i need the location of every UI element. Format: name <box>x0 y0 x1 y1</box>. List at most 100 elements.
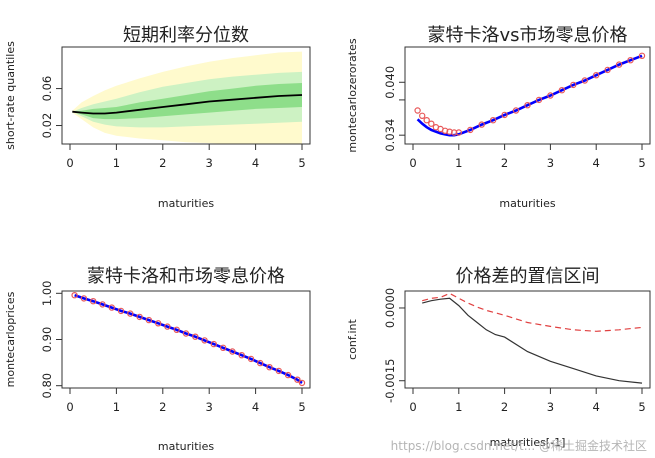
x-tick-label: 4 <box>252 156 259 170</box>
x-tick-label: 2 <box>159 400 166 414</box>
chart-4: 0 1 2 3 4 5 0.0000 -0.0015 价格差的置信区间 maturities[-1… <box>346 266 651 449</box>
point-market <box>219 344 227 351</box>
point-market <box>182 330 190 337</box>
point-market <box>284 371 292 379</box>
x-axis-title: maturities <box>158 440 214 453</box>
chart-2: 0 1 2 3 4 5 0.034 0.040 蒙特卡洛vs市场零息价格 maturities mo… <box>346 25 651 210</box>
point-market <box>210 340 217 348</box>
point-market <box>136 313 143 321</box>
point-market <box>524 101 531 109</box>
point-market <box>570 81 577 89</box>
x-tick-label: 1 <box>455 156 462 170</box>
point-market <box>581 77 589 84</box>
point-market <box>455 129 462 136</box>
point-market <box>99 301 106 308</box>
point-market <box>419 112 426 120</box>
y-tick-label: 0.02 <box>40 113 54 139</box>
line-lower-bound <box>422 297 643 384</box>
point-market <box>257 359 264 367</box>
point-market <box>604 66 611 74</box>
series-market <box>71 292 306 387</box>
chart-title: 蒙特卡洛vs市场零息价格 <box>427 25 627 46</box>
point-market <box>423 116 430 124</box>
point-market <box>547 92 554 99</box>
x-tick-label: 3 <box>206 400 213 414</box>
point-market <box>467 126 474 134</box>
chart-3: 0 1 2 3 4 5 0.80 0.90 1.00 蒙特卡洛和市场零息价格 maturities m… <box>4 266 311 453</box>
point-market <box>117 307 125 315</box>
point-market <box>501 111 508 119</box>
line-upper-bound <box>422 292 643 332</box>
plot-frame <box>61 46 311 145</box>
watermark: https://blog.csdn.net/t... @稀土掘金技术社区 <box>390 439 647 453</box>
point-market <box>192 333 199 340</box>
chart-1: 0 1 2 3 4 5 0.02 0.06 短期利率分位数 maturities short-rat… <box>4 25 311 210</box>
area-band-inner <box>72 83 302 120</box>
point-market <box>145 316 153 324</box>
x-tick-label: 4 <box>593 156 600 170</box>
y-axis-title: short-rate quantiles <box>4 41 17 150</box>
point-market <box>535 96 543 104</box>
x-tick-label: 4 <box>252 400 259 414</box>
x-tick-label: 0 <box>66 400 73 414</box>
x-tick-label: 4 <box>593 400 600 414</box>
x-tick-label: 1 <box>113 156 120 170</box>
y-axis-title: montecarloprices <box>4 291 17 387</box>
plot-frame <box>404 290 651 389</box>
y-axis-title: conf.int <box>346 318 359 359</box>
point-market <box>127 310 134 317</box>
point-market <box>558 86 566 94</box>
point-market <box>89 298 97 305</box>
x-tick-label: 0 <box>66 156 73 170</box>
x-tick-label: 0 <box>409 400 416 414</box>
point-market <box>512 107 520 114</box>
point-market <box>593 71 600 79</box>
y-tick-label: 0.034 <box>383 119 397 152</box>
x-tick-label: 5 <box>298 156 305 170</box>
y-axis-title: montecarlozerorates <box>346 38 359 152</box>
y-tick-label: 0.90 <box>40 327 54 353</box>
point-market <box>71 292 78 299</box>
line-median <box>72 94 303 115</box>
series-market <box>414 52 646 136</box>
point-market <box>266 364 273 371</box>
x-tick-label: 3 <box>547 400 554 414</box>
y-tick-label: 1.00 <box>40 281 54 307</box>
point-market <box>428 120 435 127</box>
point-market <box>294 376 301 383</box>
point-market <box>80 295 88 302</box>
point-market <box>173 326 180 333</box>
x-axis-title: maturities <box>499 197 555 210</box>
point-market <box>164 323 171 330</box>
plot-frame <box>404 46 651 145</box>
point-market <box>154 320 162 327</box>
chart-title: 蒙特卡洛和市场零息价格 <box>87 266 285 287</box>
point-market <box>489 116 497 124</box>
y-tick-label: 0.0000 <box>383 288 397 328</box>
point-market <box>201 337 208 344</box>
point-market <box>627 57 634 64</box>
point-market <box>298 379 306 387</box>
y-tick-label: 0.80 <box>40 373 54 399</box>
point-market <box>275 367 282 375</box>
x-tick-label: 1 <box>113 400 120 414</box>
point-market <box>238 352 245 359</box>
x-tick-label: 3 <box>206 156 213 170</box>
x-axis-title: maturities <box>158 197 214 210</box>
x-tick-label: 3 <box>547 156 554 170</box>
chart-title: 短期利率分位数 <box>123 25 249 46</box>
x-axis-title: maturities[-1] <box>490 436 566 449</box>
x-tick-label: 5 <box>298 400 305 414</box>
y-tick-label: 0.040 <box>383 66 397 99</box>
point-market <box>414 107 421 114</box>
x-tick-label: 5 <box>638 156 645 170</box>
point-market <box>615 61 623 68</box>
x-tick-label: 2 <box>159 156 166 170</box>
x-tick-label: 2 <box>501 156 508 170</box>
chart-title: 价格差的置信区间 <box>456 266 600 287</box>
point-market <box>108 304 116 311</box>
line-monte-carlo <box>74 293 303 384</box>
y-tick-label: 0.06 <box>40 76 54 102</box>
point-market <box>247 355 255 363</box>
x-tick-label: 0 <box>409 156 416 170</box>
